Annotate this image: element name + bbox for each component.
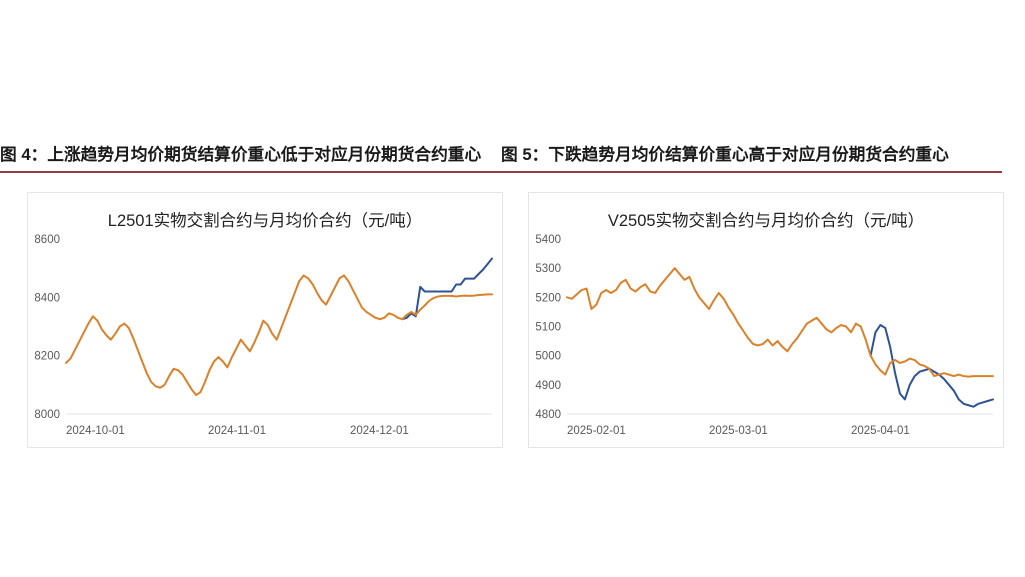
svg-text:8200: 8200: [34, 351, 60, 363]
svg-text:8400: 8400: [34, 292, 60, 304]
svg-text:5200: 5200: [535, 292, 561, 304]
svg-text:2025-04-01: 2025-04-01: [851, 425, 910, 437]
svg-text:2024-11-01: 2024-11-01: [208, 425, 266, 437]
svg-text:4800: 4800: [535, 409, 561, 421]
svg-text:5000: 5000: [535, 351, 561, 363]
svg-text:8600: 8600: [34, 234, 60, 246]
svg-text:2024-12-01: 2024-12-01: [350, 425, 409, 437]
svg-text:2025-03-01: 2025-03-01: [709, 425, 768, 437]
svg-text:8000: 8000: [34, 409, 60, 421]
svg-text:5400: 5400: [535, 234, 561, 246]
svg-text:4900: 4900: [535, 380, 561, 392]
svg-text:2025-02-01: 2025-02-01: [567, 425, 626, 437]
svg-text:2024-10-01: 2024-10-01: [66, 425, 125, 437]
svg-text:5100: 5100: [535, 322, 561, 334]
svg-text:5300: 5300: [535, 263, 561, 275]
